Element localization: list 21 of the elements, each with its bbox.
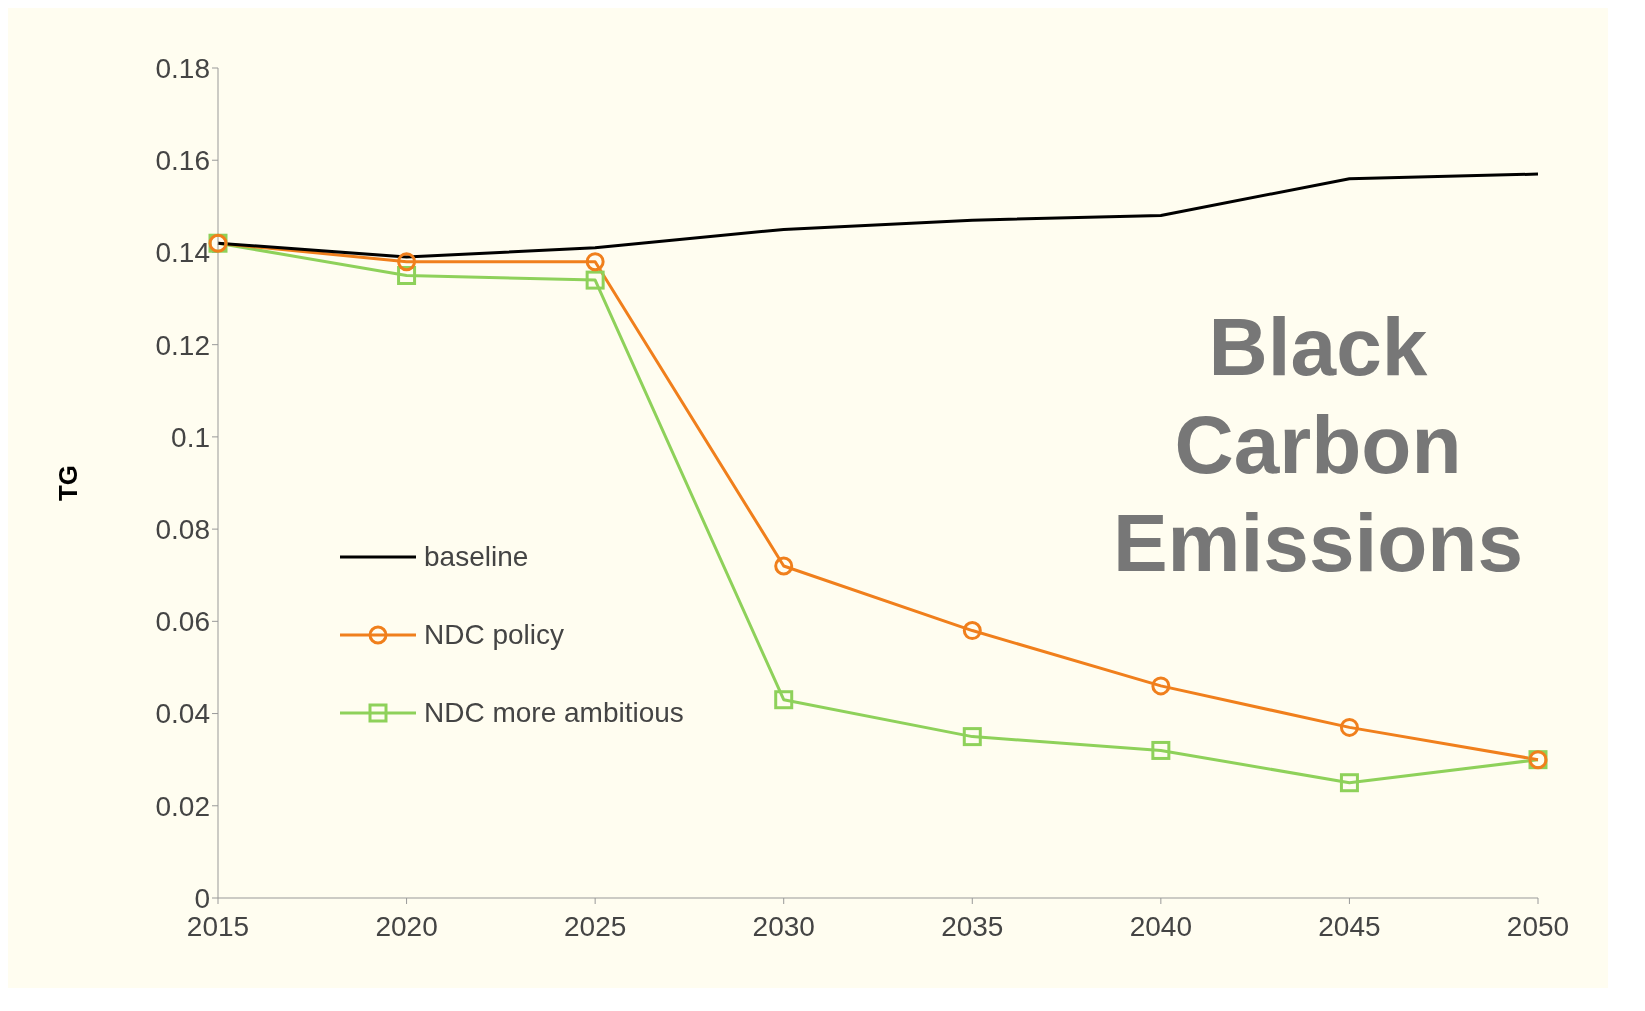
y-tick-label: 0.18 — [155, 52, 210, 84]
y-tick-label: 0.02 — [155, 790, 210, 822]
y-tick-label: 0.14 — [155, 237, 210, 269]
y-tick-label: 0.12 — [155, 329, 210, 361]
x-tick-label: 2020 — [375, 910, 438, 942]
x-tick-label: 2030 — [752, 910, 815, 942]
legend-label: NDC more ambitious — [424, 697, 684, 729]
x-tick-label: 2050 — [1506, 910, 1570, 942]
y-tick-label: 0.16 — [155, 145, 210, 177]
x-tick-label: 2040 — [1129, 910, 1193, 942]
y-tick-label: 0.08 — [155, 514, 210, 546]
y-tick-label: 0.06 — [155, 606, 210, 638]
text: Black Carbon Emissions — [1111, 300, 1525, 590]
legend-label: baseline — [424, 541, 529, 573]
y-tick-label: 0.04 — [155, 698, 210, 730]
x-tick-label: 2025 — [563, 910, 627, 942]
x-tick-label: 2045 — [1318, 910, 1381, 942]
y-axis-title: TG — [53, 464, 84, 502]
legend-label: NDC policy — [424, 619, 565, 651]
y-tick-label: 0.1 — [171, 421, 210, 453]
x-tick-label: 2035 — [941, 910, 1004, 942]
